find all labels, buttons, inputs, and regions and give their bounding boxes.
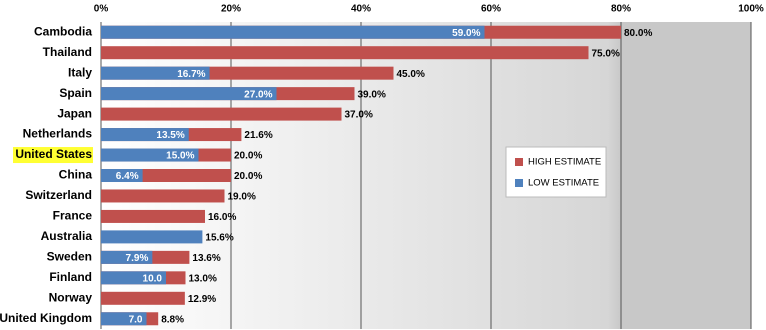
y-tick-label: Sweden [47,250,92,264]
legend-box [505,146,607,198]
y-tick-label: Italy [68,65,92,79]
category-highlight [13,147,93,164]
value-label: 20.0% [234,171,262,182]
bar [101,107,342,121]
y-tick-label: Cambodia [34,24,92,38]
bar [101,291,185,305]
value-label: 16.0% [208,212,236,223]
y-tick-label: Finland [49,270,92,284]
bar [101,271,166,285]
y-tick-label: Australia [41,229,93,243]
value-label: 7.0 [129,314,143,325]
bar [101,169,143,182]
legend-label: HIGH ESTIMATE [528,157,601,168]
value-label: 13.6% [192,253,220,264]
x-tick-label: 100% [738,4,764,15]
bar [101,209,205,223]
value-label: 13.5% [156,130,184,141]
y-tick-label: Netherlands [23,127,93,141]
x-tick-label: 40% [351,4,371,15]
legend-swatch [515,179,523,187]
legend-label: LOW ESTIMATE [528,178,599,189]
y-tick-label: Japan [57,106,92,120]
value-label: 15.0% [166,151,194,162]
bar [101,25,485,39]
y-tick-label: Spain [59,86,92,100]
x-tick-label: 20% [221,4,241,15]
value-label: 27.0% [244,89,272,100]
bar [101,66,210,80]
value-label: 19.0% [228,192,256,203]
y-tick-label: Norway [49,290,93,304]
y-tick-label: France [53,209,93,223]
x-tick-label: 0% [94,4,109,15]
legend-swatch [515,158,523,166]
y-tick-label: United Kingdom [0,311,92,325]
value-label: 39.0% [358,89,386,100]
value-label: 21.6% [244,130,272,141]
y-tick-label: Thailand [43,45,92,59]
x-tick-label: 60% [481,4,501,15]
value-label: 80.0% [624,28,652,39]
value-label: 37.0% [345,110,373,121]
bar [101,189,225,203]
bar [101,46,589,60]
value-label: 7.9% [126,253,149,264]
bar [101,250,153,264]
y-tick-label: Switzerland [25,188,92,202]
value-label: 45.0% [397,69,425,80]
bar [101,128,189,142]
value-label: 59.0% [452,28,480,39]
value-label: 75.0% [592,48,620,59]
y-tick-label: United States [15,147,92,161]
value-label: 20.0% [234,151,262,162]
bar [101,87,277,101]
value-label: 12.9% [188,294,216,305]
value-label: 13.0% [189,273,217,284]
bar [101,312,147,326]
value-label: 6.4% [116,171,139,182]
bar [101,230,203,244]
y-tick-label: China [59,168,93,182]
x-tick-label: 80% [611,4,631,15]
bar [101,148,199,162]
value-label: 16.7% [177,69,205,80]
value-label: 15.6% [205,233,233,244]
value-label: 10.0 [143,273,163,284]
value-label: 8.8% [161,314,184,325]
